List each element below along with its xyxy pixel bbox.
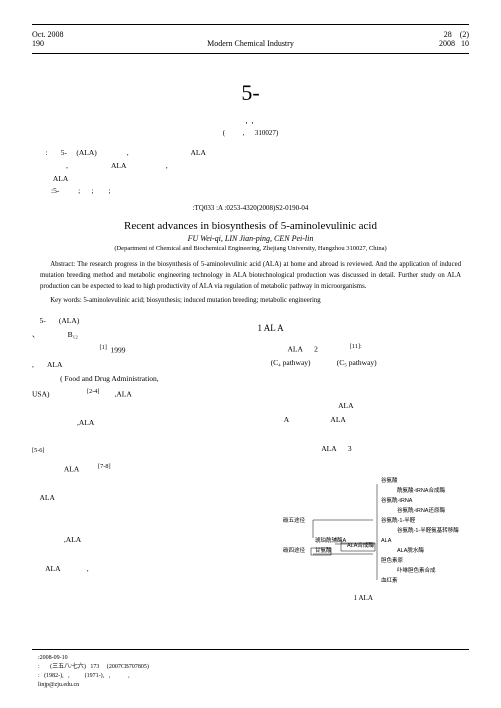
figure-1-caption: 1 ALA (258, 592, 470, 605)
page-header: Oct. 2008 190 Modern Chemical Industry 2… (32, 24, 469, 54)
svg-text:血红素: 血红素 (381, 576, 398, 584)
svg-text:谷氨酰-tRNA: 谷氨酰-tRNA (381, 496, 413, 504)
keywords-en: Key words: 5-aminolevulinic acid; biosyn… (32, 297, 469, 304)
header-month: 10 (461, 39, 469, 48)
header-date: Oct. 2008 (32, 30, 178, 39)
body-columns: 5- (ALA) 、 B₁₂ [1] 1999 , ALA ( Food and… (32, 314, 469, 610)
header-year: 2008 (439, 39, 455, 48)
figure-1: 谷氨酸酰氨酸-tRNA合成酶谷氨酰-tRNA 谷氨酰-tRNA还原酶谷氨酰-1-半… (258, 460, 470, 605)
title-cn: 5- (32, 80, 469, 106)
svg-text:ALA: ALA (381, 538, 392, 544)
header-page: 190 (32, 39, 178, 48)
svg-text:碳四途径: 碳四途径 (283, 546, 306, 554)
svg-text:谷氨酰-tRNA还原酶: 谷氨酰-tRNA还原酶 (397, 506, 445, 514)
pathway-diagram: 谷氨酸酰氨酸-tRNA合成酶谷氨酰-tRNA 谷氨酰-tRNA还原酶谷氨酰-1-半… (263, 460, 463, 590)
svg-text:琥珀酰辅酶A: 琥珀酰辅酶A (315, 536, 347, 544)
page-footer: :2008-09-10 : (三五八/七六) 173 (2007CB707805… (32, 649, 469, 690)
svg-text:卟啉胆色素合成: 卟啉胆色素合成 (397, 566, 436, 574)
abstract-cn: : 5- (ALA) , ALA , ALA , ALA :5- ; ; (32, 147, 469, 198)
header-issue: (2) (460, 30, 469, 39)
authors-en: FU Wei-qi, LIN Jian-ping, CEN Pei-lin (32, 234, 469, 243)
header-vol: 28 (444, 30, 452, 39)
title-en: Recent advances in biosynthesis of 5-ami… (32, 220, 469, 232)
affil-cn: ( , 310027) (32, 129, 469, 137)
journal-name: Modern Chemical Industry (178, 39, 324, 48)
left-column: 5- (ALA) 、 B₁₂ [1] 1999 , ALA ( Food and… (32, 314, 244, 610)
svg-text:胆色素原: 胆色素原 (381, 556, 404, 564)
svg-text:甘氨酸: 甘氨酸 (315, 546, 332, 554)
svg-text:ALA合成酶: ALA合成酶 (347, 541, 374, 549)
svg-text:碳五途径: 碳五途径 (283, 516, 306, 524)
right-column: 1 AL A ALA 2 [11]: (C₄ pathway) (C₅ path… (258, 314, 470, 610)
svg-text:ALA脱水酶: ALA脱水酶 (397, 546, 424, 554)
svg-text:酰氨酸-tRNA合成酶: 酰氨酸-tRNA合成酶 (397, 486, 445, 494)
authors-cn: , , (32, 116, 469, 125)
classification-line: :TQ033 :A :0253-4320(2008)S2-0190-04 (32, 204, 469, 212)
svg-text:谷氨酸: 谷氨酸 (381, 476, 398, 484)
section-1-heading: 1 AL A (258, 320, 470, 337)
svg-text:谷氨酰-1-半醛: 谷氨酰-1-半醛 (381, 516, 416, 524)
svg-text:谷氨酰-1-半醛氨基转移酶: 谷氨酰-1-半醛氨基转移酶 (397, 526, 459, 534)
abstract-en: Abstract: The research progress in the b… (32, 260, 469, 293)
affil-en: (Department of Chemical and Biochemical … (32, 245, 469, 252)
